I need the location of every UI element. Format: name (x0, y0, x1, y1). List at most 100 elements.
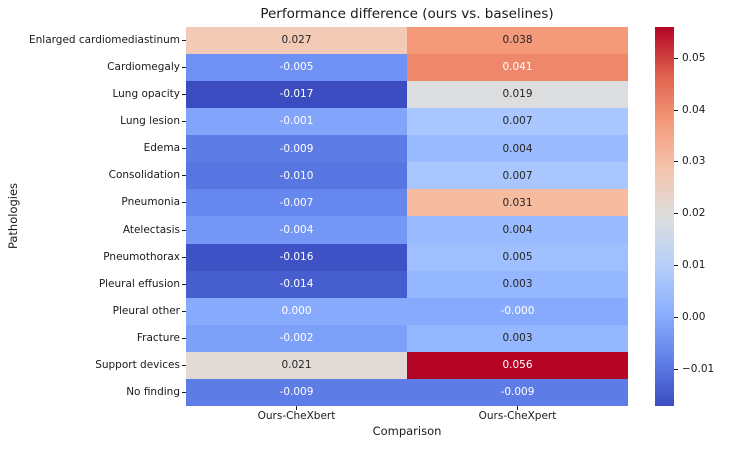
y-tick-mark (182, 175, 186, 177)
row-label: Pneumonia (121, 196, 180, 209)
heatmap-cell: -0.000 (407, 297, 628, 325)
column-label: Ours-CheXbert (257, 410, 336, 422)
heatmap-cell: 0.031 (407, 189, 628, 217)
colorbar-tick-mark (674, 109, 678, 111)
colorbar-tick-label: 0.01 (682, 259, 706, 272)
y-tick-mark (182, 283, 186, 285)
heatmap-cell: 0.005 (407, 243, 628, 271)
colorbar-tick-mark (674, 213, 678, 215)
cell-value: -0.016 (279, 250, 314, 263)
cell-value: 0.000 (281, 304, 312, 317)
heatmap-cell: 0.021 (186, 351, 407, 379)
row-label: Lung lesion (120, 115, 180, 128)
cell-value: -0.000 (500, 304, 535, 317)
row-label: Pneumothorax (103, 250, 180, 263)
cell-value: 0.038 (502, 34, 533, 47)
cell-value: -0.005 (279, 61, 314, 74)
cell-value: -0.009 (500, 386, 535, 399)
column-label: Ours-CheXpert (478, 410, 557, 422)
heatmap-cell: -0.016 (186, 243, 407, 271)
heatmap-cell: -0.009 (186, 135, 407, 163)
heatmap-grid: 0.027 0.038 -0.005 0.041 -0.017 0.019 -0.001 0.… (186, 27, 628, 406)
heatmap-cell: -0.001 (186, 108, 407, 136)
colorbar-tick-mark (674, 317, 678, 319)
cell-value: -0.004 (279, 223, 314, 236)
heatmap-cell: 0.003 (407, 324, 628, 352)
heatmap-cell: -0.005 (186, 54, 407, 82)
heatmap-cell: -0.007 (186, 189, 407, 217)
x-tick-mark (517, 406, 518, 410)
cell-value: 0.027 (281, 34, 312, 47)
row-label: Atelectasis (122, 223, 180, 236)
heatmap-cell: 0.019 (407, 81, 628, 109)
y-tick-mark (182, 310, 186, 312)
cell-value: -0.014 (279, 277, 314, 290)
y-tick-mark (182, 67, 186, 69)
row-label: Lung opacity (112, 88, 180, 101)
y-tick-mark (182, 391, 186, 393)
cell-value: 0.007 (502, 169, 533, 182)
cell-value: 0.003 (502, 332, 533, 345)
heatmap-cell: 0.038 (407, 27, 628, 55)
y-axis-title: Pathologies (6, 182, 20, 250)
cell-value: 0.007 (502, 115, 533, 128)
colorbar-tick-label: −0.01 (682, 363, 715, 376)
colorbar-tick-mark (674, 161, 678, 163)
cell-value: -0.001 (279, 115, 314, 128)
heatmap-cell: 0.027 (186, 27, 407, 55)
heatmap-cell: 0.003 (407, 270, 628, 298)
cell-value: 0.056 (502, 359, 533, 372)
row-label: Support devices (95, 358, 180, 371)
row-label: Consolidation (108, 169, 180, 182)
colorbar-tick-mark (674, 57, 678, 59)
x-axis-title: Comparison (372, 424, 442, 438)
colorbar-tick-label: 0.02 (682, 207, 706, 220)
row-label: No finding (126, 385, 180, 398)
chart-title: Performance difference (ours vs. baselin… (260, 6, 554, 22)
row-label: Fracture (136, 331, 180, 344)
y-tick-mark (182, 94, 186, 96)
row-label: Pleural effusion (98, 277, 180, 290)
cell-value: -0.007 (279, 196, 314, 209)
heatmap-cell: 0.000 (186, 297, 407, 325)
cell-value: -0.010 (279, 169, 314, 182)
heatmap-cell: -0.002 (186, 324, 407, 352)
heatmap-cell: -0.010 (186, 162, 407, 190)
cell-value: 0.004 (502, 223, 533, 236)
y-tick-mark (182, 148, 186, 150)
row-label: Pleural other (112, 304, 180, 317)
heatmap-cell: -0.009 (407, 378, 628, 406)
y-tick-mark (182, 40, 186, 42)
heatmap-cell: -0.004 (186, 216, 407, 244)
cell-value: -0.009 (279, 386, 314, 399)
y-tick-mark (182, 229, 186, 231)
cell-value: 0.004 (502, 142, 533, 155)
y-tick-mark (182, 121, 186, 123)
row-label: Edema (143, 142, 180, 155)
cell-value: 0.003 (502, 277, 533, 290)
colorbar (655, 27, 674, 406)
heatmap-cell: 0.041 (407, 54, 628, 82)
x-tick-mark (296, 406, 297, 410)
colorbar-tick-mark (674, 369, 678, 371)
heatmap-cell: 0.056 (407, 351, 628, 379)
colorbar-tick-label: 0.05 (682, 51, 706, 64)
colorbar-tick-label: 0.00 (682, 311, 706, 324)
y-tick-mark (182, 202, 186, 204)
cell-value: 0.005 (502, 250, 533, 263)
heatmap-cell: -0.017 (186, 81, 407, 109)
row-label: Cardiomegaly (107, 61, 180, 74)
y-tick-mark (182, 337, 186, 339)
colorbar-tick-label: 0.03 (682, 155, 706, 168)
cell-value: 0.019 (502, 88, 533, 101)
cell-value: -0.017 (279, 88, 314, 101)
cell-value: -0.009 (279, 142, 314, 155)
y-tick-mark (182, 256, 186, 258)
heatmap-cell: -0.009 (186, 378, 407, 406)
cell-value: -0.002 (279, 332, 314, 345)
cell-value: 0.031 (502, 196, 533, 209)
cell-value: 0.021 (281, 359, 312, 372)
cell-value: 0.041 (502, 61, 533, 74)
heatmap-cell: 0.007 (407, 108, 628, 136)
